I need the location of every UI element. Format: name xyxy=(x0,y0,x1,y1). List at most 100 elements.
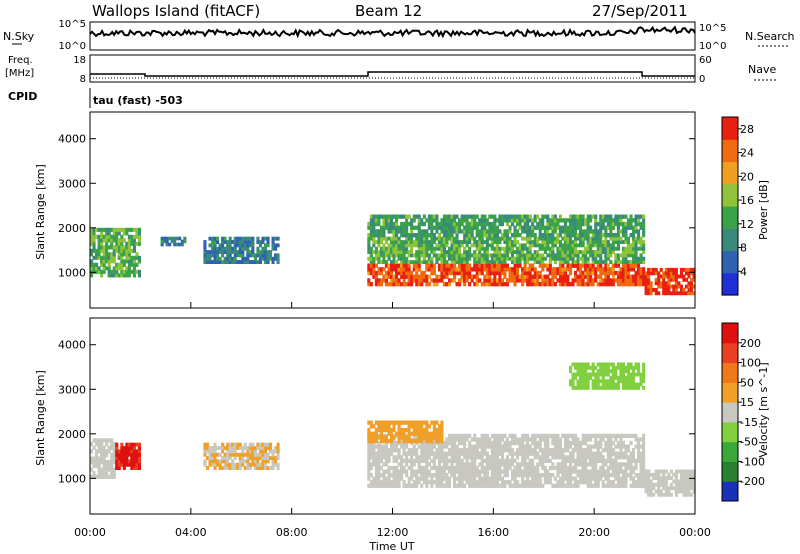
power-echo-cell xyxy=(485,236,489,241)
velocity-echo-cell xyxy=(566,458,570,463)
power-echo-cell xyxy=(243,256,247,261)
power-echo-cell xyxy=(594,250,598,254)
velocity-echo-cell xyxy=(599,369,603,374)
velocity-echo-cell xyxy=(412,431,416,436)
power-echo-cell xyxy=(531,233,535,238)
velocity-echo-cell xyxy=(611,433,615,438)
power-echo-cell xyxy=(579,225,583,230)
power-echo-cell xyxy=(611,218,615,223)
velocity-echo-cell xyxy=(503,444,507,449)
velocity-echo-cell xyxy=(594,433,598,438)
velocity-echo-cell xyxy=(626,362,630,367)
velocity-echo-cell xyxy=(445,444,449,449)
power-echo-cell xyxy=(379,260,383,264)
nsky-frame xyxy=(89,21,696,51)
power-echo-cell xyxy=(642,229,646,234)
velocity-echo-cell xyxy=(616,462,620,467)
power-echo-cell xyxy=(621,250,625,254)
velocity-echo-cell xyxy=(621,469,625,474)
power-echo-cell xyxy=(236,253,240,258)
power-echo-cell xyxy=(674,271,678,276)
velocity-echo-cell xyxy=(526,462,530,467)
power-echo-cell xyxy=(533,256,537,261)
velocity-echo-cell xyxy=(581,458,585,463)
power-echo-cell xyxy=(503,274,507,279)
velocity-echo-cell xyxy=(616,465,620,471)
velocity-echo-cell xyxy=(241,452,245,457)
velocity-echo-cell xyxy=(387,439,391,444)
power-echo-cell xyxy=(505,218,509,223)
velocity-echo-cell xyxy=(642,365,646,370)
power-echo-cell xyxy=(493,270,497,276)
power-echo-cell xyxy=(127,266,131,271)
power-echo-cell xyxy=(523,225,527,230)
velocity-echo-cell xyxy=(579,372,583,377)
velocity-echo-cell xyxy=(97,456,101,461)
power-echo-cell xyxy=(233,253,237,258)
velocity-echo-cell xyxy=(543,440,547,446)
power-echo-cell xyxy=(563,240,567,244)
power-echo-cell xyxy=(533,240,537,244)
power-echo-cell xyxy=(392,214,396,219)
power-echo-cell xyxy=(604,278,608,283)
velocity-echo-cell xyxy=(561,455,565,460)
power-echo-cell xyxy=(120,245,124,250)
power-echo-cell xyxy=(405,270,409,276)
power-echo-cell xyxy=(442,240,446,244)
power-echo-cell xyxy=(253,256,257,261)
power-echo-cell xyxy=(415,278,419,283)
power-echo-cell xyxy=(450,278,454,283)
velocity-echo-cell xyxy=(425,448,429,453)
power-echo-cell xyxy=(432,233,436,238)
velocity-echo-cell xyxy=(430,473,434,478)
velocity-echo-cell xyxy=(538,433,542,438)
power-echo-cell xyxy=(379,229,383,234)
velocity-echo-cell xyxy=(495,462,499,467)
power-echo-cell xyxy=(490,267,494,272)
velocity-echo-cell xyxy=(599,372,603,377)
power-echo-cell xyxy=(690,291,694,296)
power-echo-cell xyxy=(488,243,492,248)
velocity-echo-cell xyxy=(586,462,590,467)
velocity-echo-cell xyxy=(684,469,688,474)
velocity-echo-cell xyxy=(369,473,373,478)
power-echo-cell xyxy=(488,236,492,241)
velocity-echo-cell xyxy=(437,473,441,478)
power-echo-cell xyxy=(536,253,540,258)
power-echo-cell xyxy=(208,253,212,258)
power-echo-cell xyxy=(473,243,477,248)
power-echo-cell xyxy=(463,225,467,230)
power-echo-cell xyxy=(561,274,565,279)
power-echo-cell xyxy=(521,229,525,234)
velocity-colorbar-frame xyxy=(721,322,739,502)
time-axis-tick-label: 04:00 xyxy=(175,526,207,539)
velocity-echo-cell xyxy=(637,437,641,442)
velocity-echo-cell xyxy=(475,469,479,474)
velocity-echo-cell xyxy=(654,472,658,477)
velocity-echo-cell xyxy=(105,438,109,443)
velocity-echo-cell xyxy=(561,465,565,471)
velocity-echo-cell xyxy=(132,466,136,470)
power-echo-cell xyxy=(493,236,497,241)
power-echo-cell xyxy=(589,225,593,230)
power-echo-cell xyxy=(546,263,550,268)
power-echo-cell xyxy=(679,288,683,292)
velocity-echo-cell xyxy=(674,469,678,474)
power-echo-cell xyxy=(115,238,119,243)
velocity-echo-cell xyxy=(92,456,96,461)
velocity-echo-cell xyxy=(448,433,452,438)
velocity-echo-cell xyxy=(611,379,615,384)
velocity-echo-cell xyxy=(400,469,404,474)
power-echo-cell xyxy=(505,229,509,234)
power-echo-cell xyxy=(425,236,429,241)
power-echo-cell xyxy=(168,242,172,247)
power-echo-cell xyxy=(674,281,678,286)
power-echo-cell xyxy=(430,267,434,272)
power-echo-cell xyxy=(538,253,542,258)
power-echo-cell xyxy=(569,282,573,287)
velocity-echo-cell xyxy=(541,462,545,467)
power-echo-cell xyxy=(634,214,638,219)
power-echo-cell xyxy=(458,240,462,244)
power-echo-cell xyxy=(369,253,373,258)
velocity-echo-cell xyxy=(596,375,600,380)
